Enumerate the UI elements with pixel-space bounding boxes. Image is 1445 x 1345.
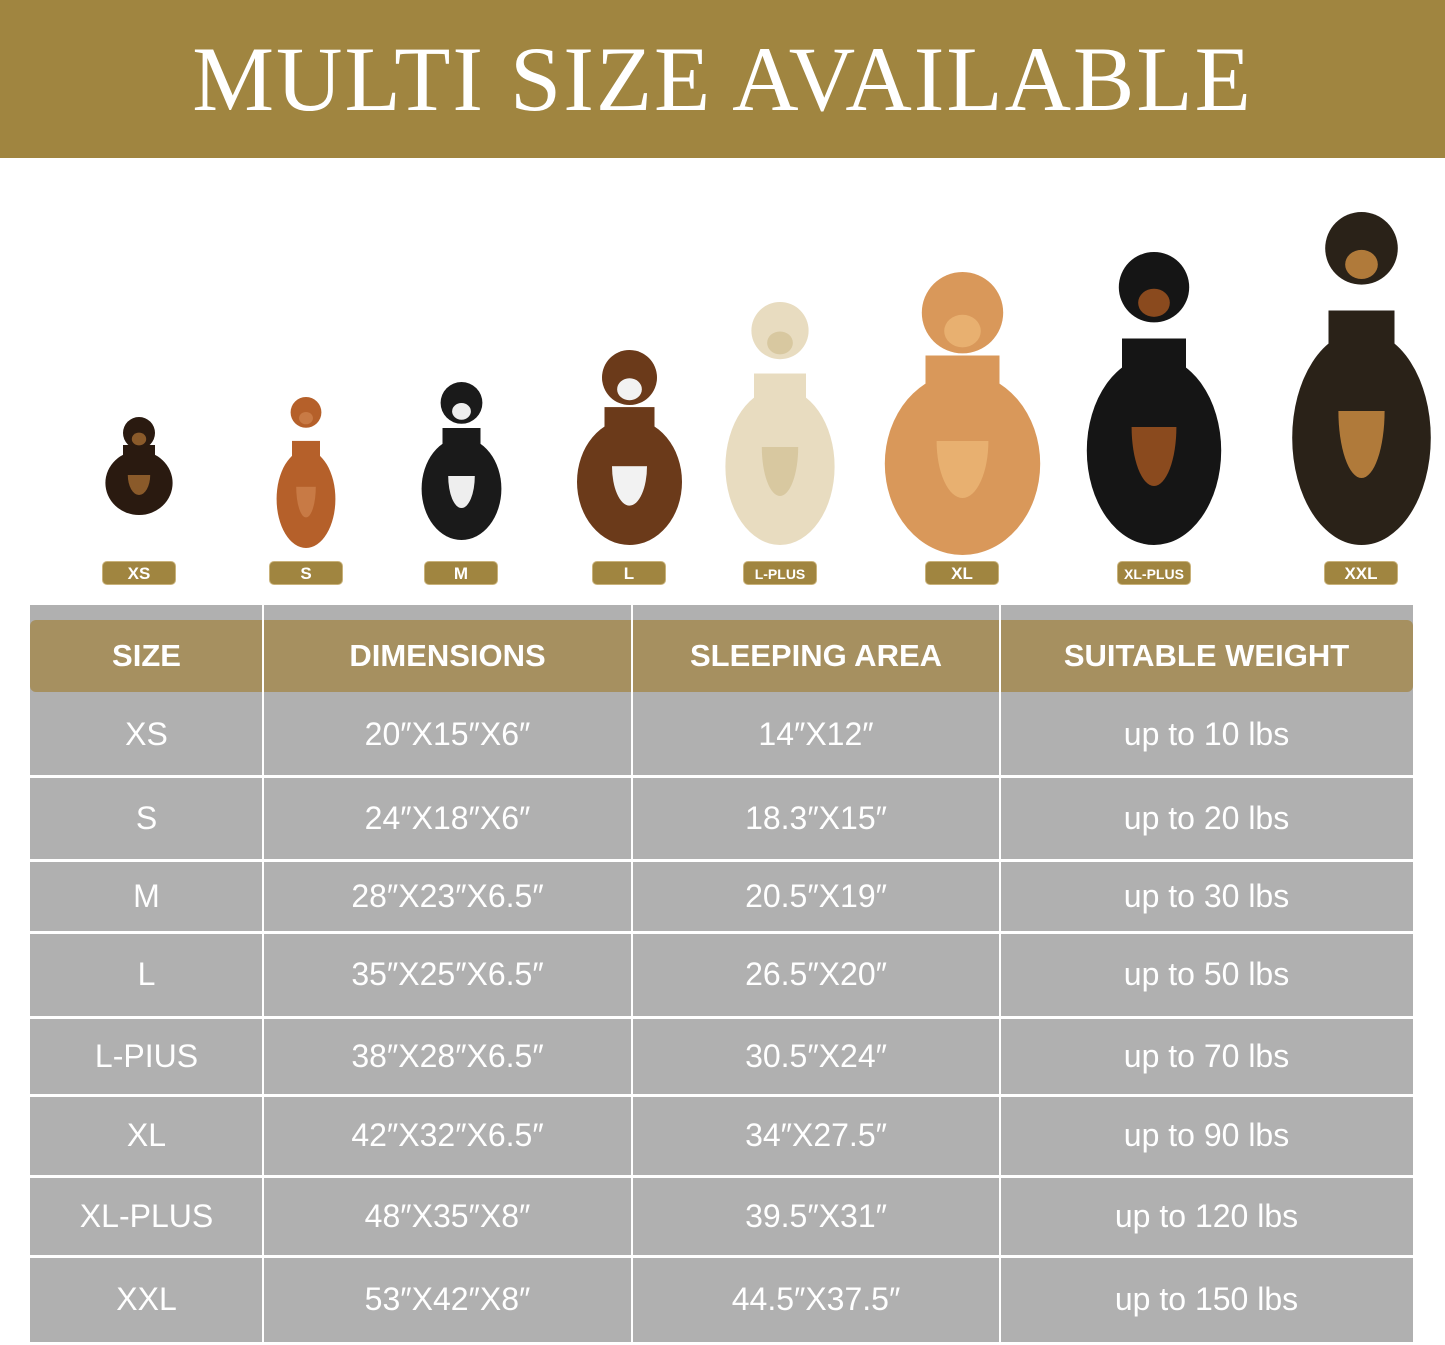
cell-size: L-PIUS <box>94 1037 199 1074</box>
row-divider <box>30 1094 1413 1097</box>
cell-suitable-weight: up to 150 lbs <box>1114 1280 1299 1317</box>
cell-sleeping-area: 20.5″X19″ <box>745 877 887 914</box>
size-badge-s: S <box>269 561 343 585</box>
header-dimensions: DIMENSIONS <box>349 638 546 673</box>
cell-dimensions: 38″X28″X6.5″ <box>351 1037 544 1074</box>
size-table: SIZE DIMENSIONS SLEEPING AREA SUITABLE WEIG… <box>30 605 1413 1342</box>
row-divider <box>30 1255 1413 1258</box>
size-badge-l: L <box>592 561 666 585</box>
size-badge-xl-plus: XL-PLUS <box>1117 561 1191 585</box>
dog-golden-retriever-light-icon <box>725 302 835 545</box>
size-badge-l-plus: L-PLUS <box>743 561 817 585</box>
cell-sleeping-area: 26.5″X20″ <box>745 956 887 992</box>
table-header <box>30 620 1413 692</box>
cell-dimensions: 20″X15″X6″ <box>364 715 531 752</box>
cell-size: L <box>137 956 156 992</box>
cell-size: XL-PLUS <box>79 1197 214 1234</box>
cell-sleeping-area: 34″X27.5″ <box>745 1117 887 1153</box>
row-divider <box>30 931 1413 934</box>
size-badge-xl: XL <box>925 561 999 585</box>
cell-dimensions: 35″X25″X6.5″ <box>351 956 544 992</box>
size-badge-xs: XS <box>102 561 176 585</box>
column-divider <box>999 605 1001 1342</box>
title-banner: MULTI SIZE AVAILABLE <box>0 0 1445 158</box>
cell-dimensions: 28″X23″X6.5″ <box>351 877 544 914</box>
cell-suitable-weight: up to 50 lbs <box>1123 956 1290 992</box>
column-divider <box>262 605 264 1342</box>
cell-size: XXL <box>116 1280 177 1317</box>
header-size: SIZE <box>112 638 181 673</box>
cell-dimensions: 53″X42″X8″ <box>364 1280 531 1317</box>
column-divider <box>631 605 633 1342</box>
cell-suitable-weight: up to 20 lbs <box>1123 799 1290 836</box>
banner-title: MULTI SIZE AVAILABLE <box>192 28 1253 130</box>
cell-sleeping-area: 30.5″X24″ <box>745 1037 887 1074</box>
dog-french-bulldog-icon <box>421 382 501 540</box>
cell-size: M <box>133 877 160 914</box>
dog-german-shepherd-icon <box>1291 212 1431 545</box>
dog-poodle-icon <box>276 397 336 548</box>
cell-dimensions: 48″X35″X8″ <box>364 1197 531 1234</box>
cell-dimensions: 42″X32″X6.5″ <box>351 1117 544 1153</box>
cell-size: XL <box>126 1117 167 1153</box>
cell-size: S <box>135 799 158 836</box>
cell-dimensions: 24″X18″X6″ <box>364 799 531 836</box>
dog-dachshund-icon <box>105 417 173 515</box>
size-badge-m: M <box>424 561 498 585</box>
cell-sleeping-area: 39.5″X31″ <box>745 1197 887 1234</box>
size-badge-xxl: XXL <box>1324 561 1398 585</box>
dog-golden-retriever-icon <box>884 272 1040 555</box>
cell-sleeping-area: 14″X12″ <box>758 715 874 752</box>
cell-suitable-weight: up to 90 lbs <box>1123 1117 1290 1153</box>
header-suitable-weight: SUITABLE WEIGHT <box>1063 638 1350 673</box>
dog-beagle-icon <box>576 350 682 545</box>
row-divider <box>30 1016 1413 1019</box>
cell-suitable-weight: up to 10 lbs <box>1123 715 1290 752</box>
cell-suitable-weight: up to 70 lbs <box>1123 1037 1290 1074</box>
cell-suitable-weight: up to 30 lbs <box>1123 877 1290 914</box>
row-divider <box>30 859 1413 862</box>
cell-sleeping-area: 18.3″X15″ <box>745 799 887 836</box>
row-divider <box>30 1175 1413 1178</box>
cell-suitable-weight: up to 120 lbs <box>1114 1197 1299 1234</box>
cell-size: XS <box>125 715 168 752</box>
row-divider <box>30 775 1413 778</box>
header-sleeping-area: SLEEPING AREA <box>689 638 943 673</box>
cell-sleeping-area: 44.5″X37.5″ <box>731 1280 901 1317</box>
dog-doberman-icon <box>1086 252 1222 545</box>
